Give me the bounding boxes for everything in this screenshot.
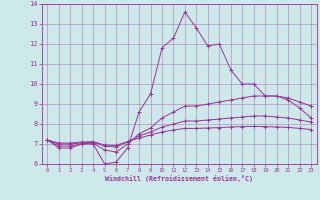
X-axis label: Windchill (Refroidissement éolien,°C): Windchill (Refroidissement éolien,°C) bbox=[105, 175, 253, 182]
